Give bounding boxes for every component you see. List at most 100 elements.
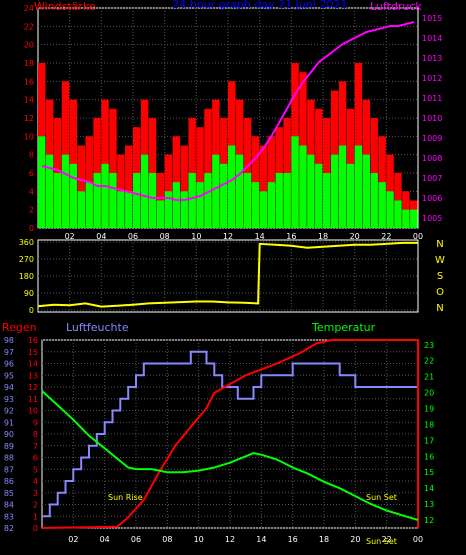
compass-label: O xyxy=(436,287,444,298)
x-tick-label: 10 xyxy=(194,535,204,544)
wind-bar xyxy=(378,182,386,228)
rain-tick-label: 5 xyxy=(33,465,38,474)
wind-bar xyxy=(117,191,125,228)
wind-bar xyxy=(299,145,307,228)
x-tick-label: 16 xyxy=(286,232,296,241)
wind-bar xyxy=(275,173,283,228)
wind-bar xyxy=(243,173,252,228)
rain-tick-label: 4 xyxy=(33,477,38,486)
wind-bar xyxy=(140,154,149,228)
temperature-tick-label: 21 xyxy=(424,373,434,382)
wind-tick-label: 4 xyxy=(29,187,34,196)
wind-tick-label: 20 xyxy=(24,41,34,50)
x-tick-label: 12 xyxy=(223,232,233,241)
chart-title: 24-hour graph day 21.Juni 2021 xyxy=(172,0,347,11)
humidity-tick-label: 83 xyxy=(4,512,14,521)
gust-bar xyxy=(61,81,70,228)
wind-bar xyxy=(38,136,46,228)
gust-bar xyxy=(378,136,386,228)
wind-tick-label: 22 xyxy=(24,22,34,31)
x-tick-label: 02 xyxy=(65,232,75,241)
wind-tick-label: 2 xyxy=(29,206,34,215)
rain-tick-label: 6 xyxy=(33,454,38,463)
direction-tick-label: 90 xyxy=(24,289,34,298)
wind-bar xyxy=(338,145,347,228)
x-tick-label: 08 xyxy=(162,535,172,544)
wind-bar xyxy=(394,200,402,228)
wind-bar xyxy=(370,173,378,228)
rain-tick-label: 15 xyxy=(28,348,38,357)
pressure-line xyxy=(41,21,415,201)
wind-bar xyxy=(69,163,78,228)
gust-bar xyxy=(267,136,275,228)
wind-bar xyxy=(93,173,101,228)
pressure-tick-label: 1015 xyxy=(422,14,442,23)
temperature-tick-label: 14 xyxy=(424,484,434,493)
humidity-tick-label: 88 xyxy=(4,454,14,463)
temperature-tick-label: 23 xyxy=(424,341,434,350)
wind-bar xyxy=(85,182,93,228)
temperature-tick-label: 16 xyxy=(424,452,434,461)
wind-bar xyxy=(53,173,62,228)
wind-tick-label: 8 xyxy=(29,151,34,160)
x-tick-label: 04 xyxy=(100,535,110,544)
x-tick-label: 18 xyxy=(318,232,328,241)
rain-tick-label: 12 xyxy=(28,383,38,392)
wind-bar xyxy=(61,154,70,228)
wind-bar xyxy=(267,182,275,228)
rain-tick-label: 7 xyxy=(33,442,38,451)
rain-tick-label: 14 xyxy=(28,360,38,369)
gust-bar xyxy=(204,108,212,228)
humidity-tick-label: 93 xyxy=(4,395,14,404)
wind-bar xyxy=(330,154,339,228)
x-tick-label: 06 xyxy=(131,535,141,544)
wind-bar xyxy=(188,173,196,228)
wind-bar xyxy=(315,163,323,228)
wind-tick-label: 16 xyxy=(24,77,34,86)
humidity-tick-label: 84 xyxy=(4,501,14,510)
rain-tick-label: 1 xyxy=(33,512,38,521)
pressure-tick-label: 1012 xyxy=(422,74,442,83)
wind-bar xyxy=(156,200,165,228)
sunrise-annotation: Sun Rise xyxy=(108,493,143,502)
wind-bar xyxy=(228,145,236,228)
humidity-tick-label: 89 xyxy=(4,442,14,451)
direction-tick-label: 270 xyxy=(19,255,34,264)
rain-label: Regen xyxy=(2,321,37,334)
humidity-rain-temp-lines xyxy=(41,339,419,529)
temperature-tick-label: 13 xyxy=(424,500,434,509)
humidity-label: Luftfeuchte xyxy=(66,321,129,334)
direction-tick-label: 360 xyxy=(19,238,34,247)
wind-bar xyxy=(386,191,394,228)
wind-bar xyxy=(148,173,157,228)
gust-bar xyxy=(251,136,260,228)
gust-bar xyxy=(109,108,117,228)
x-tick-label: 12 xyxy=(225,535,235,544)
x-tick-label: 20 xyxy=(350,535,360,544)
humidity-tick-label: 98 xyxy=(4,336,14,345)
wind-bar xyxy=(323,173,331,228)
wind-bar xyxy=(125,191,133,228)
humidity-tick-label: 86 xyxy=(4,477,14,486)
x-tick-label: 00 xyxy=(413,535,423,544)
wind-bar xyxy=(164,191,173,228)
gust-bar xyxy=(259,145,268,228)
compass-label: W xyxy=(435,255,445,266)
x-tick-label: 04 xyxy=(96,232,106,241)
rain-series xyxy=(41,339,419,529)
humidity-tick-label: 96 xyxy=(4,360,14,369)
rain-tick-label: 10 xyxy=(28,407,38,416)
pressure-tick-label: 1009 xyxy=(422,134,442,143)
rain-tick-label: 0 xyxy=(33,524,38,533)
wind-bar xyxy=(354,145,363,228)
pressure-label: Luftdruck xyxy=(370,0,422,13)
wind-tick-label: 12 xyxy=(24,114,34,123)
pressure-tick-label: 1010 xyxy=(422,114,442,123)
x-tick-label: 14 xyxy=(256,535,266,544)
humidity-temp-ticks: 02 04 06 08 10 12 14 16 18 20 22 008283848586878889… xyxy=(4,336,434,544)
pressure-tick-label: 1006 xyxy=(422,194,442,203)
x-tick-label: 22 xyxy=(381,232,391,241)
x-tick-label: 00 xyxy=(413,232,423,241)
x-tick-label: 22 xyxy=(382,535,392,544)
